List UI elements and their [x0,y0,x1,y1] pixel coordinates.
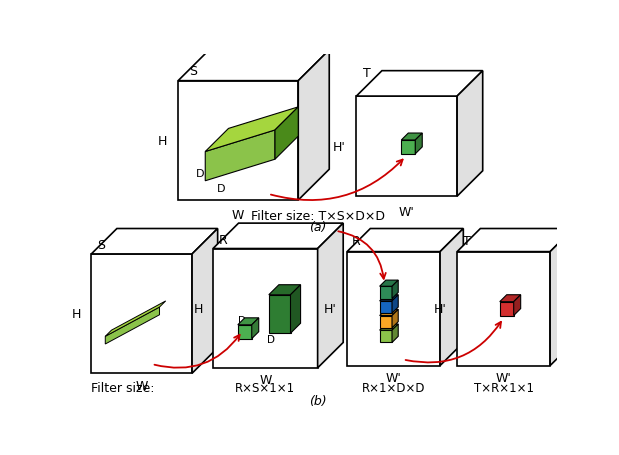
Polygon shape [457,71,483,197]
Text: H': H' [324,303,337,315]
Text: W': W' [399,205,415,218]
Polygon shape [213,223,343,249]
Polygon shape [269,295,290,334]
Polygon shape [357,71,483,97]
Text: H: H [194,302,203,315]
Polygon shape [92,229,218,254]
Text: D: D [267,334,275,344]
Polygon shape [440,229,464,366]
Polygon shape [401,134,422,141]
Text: (a): (a) [309,221,326,234]
Polygon shape [392,280,398,299]
Polygon shape [379,287,392,299]
Polygon shape [178,51,329,81]
Polygon shape [105,301,166,337]
Polygon shape [238,325,252,339]
Polygon shape [178,81,298,201]
Polygon shape [252,318,259,339]
Polygon shape [213,249,318,368]
Polygon shape [379,310,398,316]
Polygon shape [347,229,464,252]
Polygon shape [105,308,160,344]
Polygon shape [379,330,392,343]
Text: Filter size: T×S×D×D: Filter size: T×S×D×D [251,209,384,222]
Polygon shape [401,141,415,155]
Polygon shape [500,302,514,316]
Text: S: S [189,65,197,78]
Text: T: T [462,235,470,248]
Polygon shape [379,295,398,301]
Polygon shape [275,108,298,160]
Text: R×1×D×D: R×1×D×D [362,382,425,394]
Polygon shape [457,229,573,252]
Text: H': H' [332,140,345,153]
Text: H: H [158,135,167,147]
Polygon shape [238,318,259,325]
Polygon shape [357,97,457,197]
Text: W': W' [496,371,511,384]
Text: T×R×1×1: T×R×1×1 [474,382,534,394]
Polygon shape [318,223,343,368]
Polygon shape [192,229,218,374]
Text: H: H [72,308,81,320]
Polygon shape [392,324,398,343]
Text: D: D [217,184,225,194]
Polygon shape [379,280,398,287]
Polygon shape [206,108,298,152]
Polygon shape [392,310,398,328]
Polygon shape [290,285,301,334]
Text: W': W' [386,371,402,384]
Polygon shape [415,134,422,155]
Polygon shape [379,324,398,330]
Polygon shape [550,229,573,366]
Polygon shape [298,51,329,201]
Text: W: W [136,379,148,392]
Text: Filter size:: Filter size: [92,382,155,394]
Text: D: D [238,315,246,325]
Polygon shape [206,131,275,182]
Text: R: R [219,233,228,246]
Text: W: W [259,374,272,386]
Text: R×S×1×1: R×S×1×1 [235,382,295,394]
Text: D: D [196,169,204,179]
Polygon shape [379,316,392,328]
Polygon shape [514,295,521,316]
Text: S: S [98,239,106,252]
Polygon shape [379,301,392,313]
Text: H': H' [434,303,447,315]
Text: (b): (b) [309,394,326,407]
Polygon shape [347,252,440,366]
Text: T: T [363,67,371,80]
Text: W: W [232,208,245,221]
Polygon shape [92,254,192,374]
Polygon shape [392,295,398,313]
Polygon shape [457,252,550,366]
Polygon shape [500,295,521,302]
Polygon shape [269,285,301,295]
Text: R: R [352,235,361,248]
